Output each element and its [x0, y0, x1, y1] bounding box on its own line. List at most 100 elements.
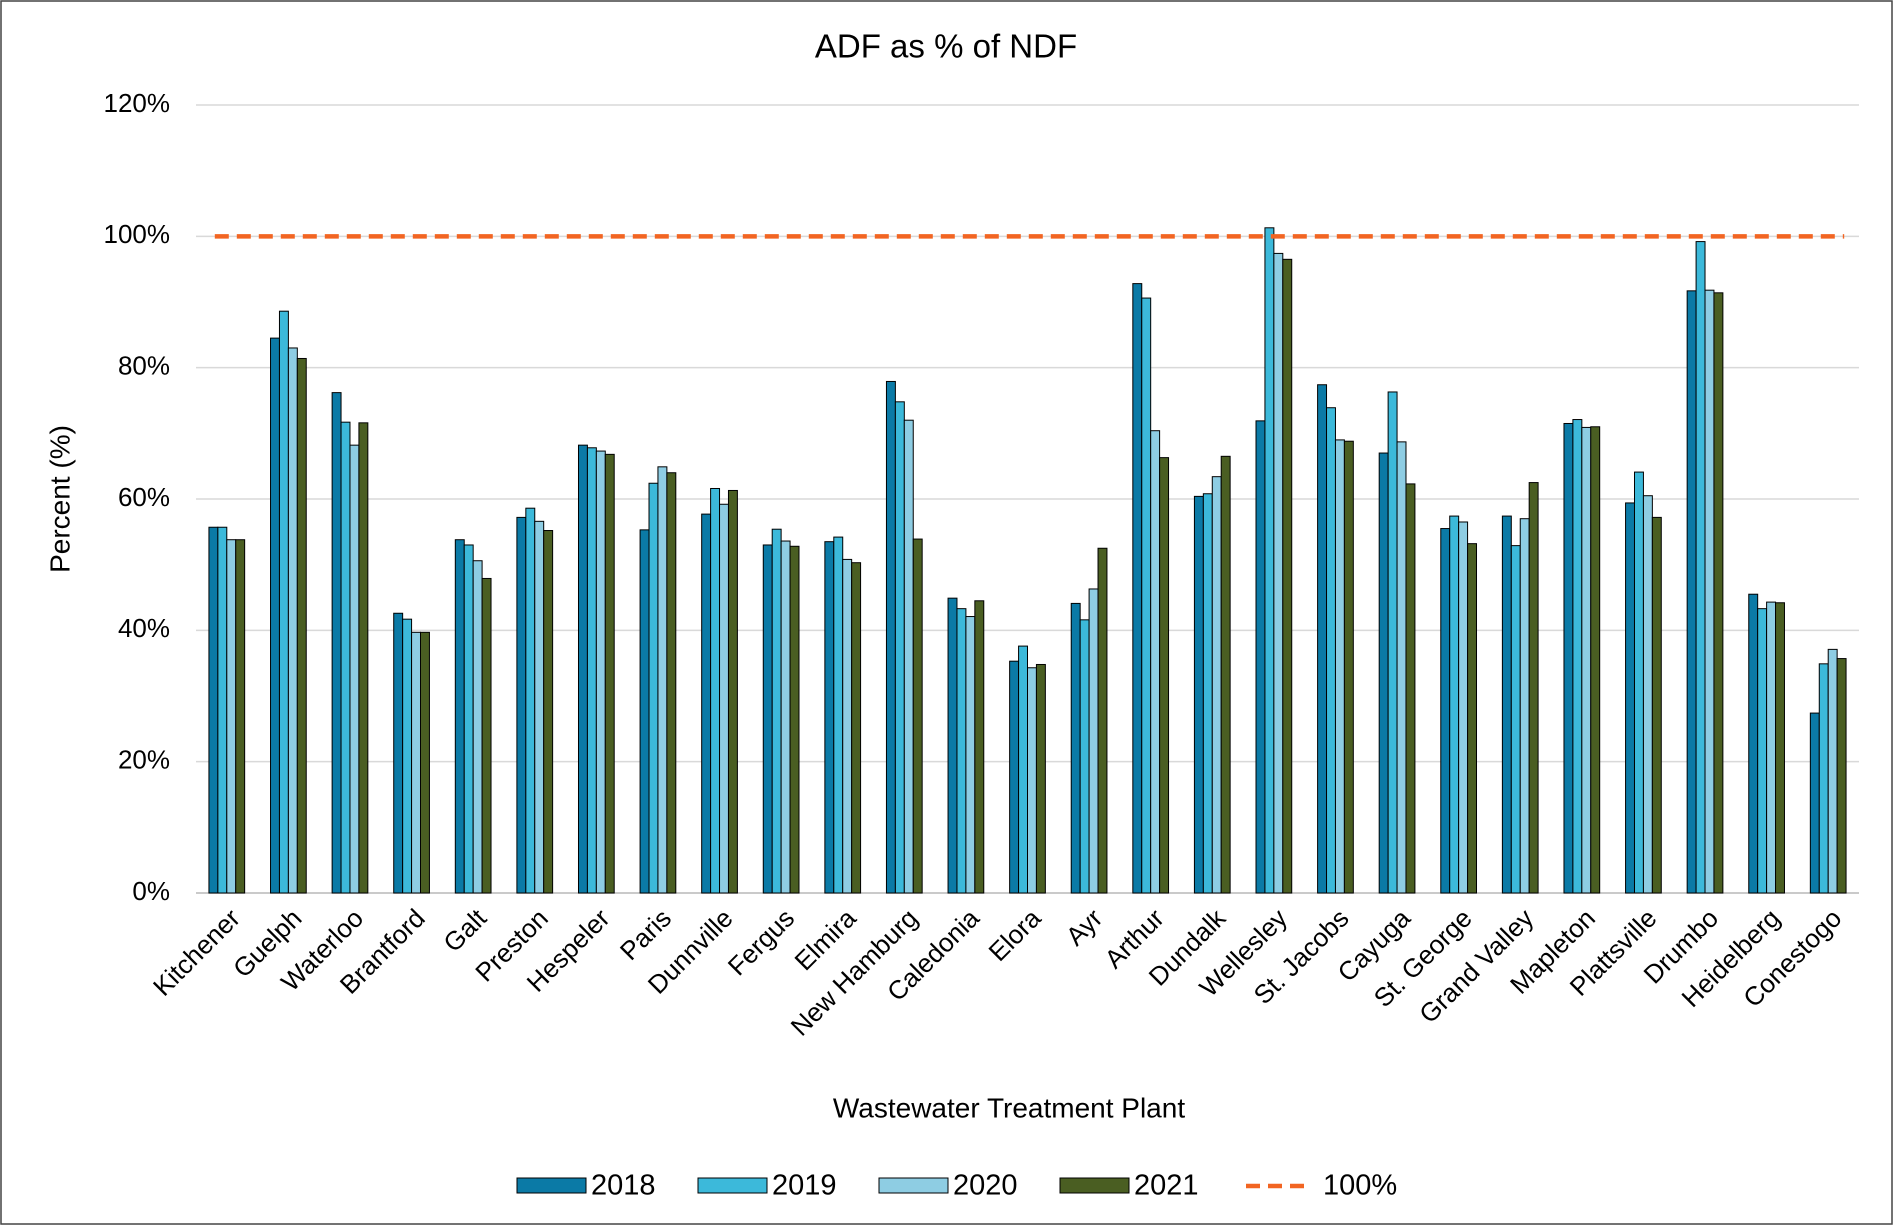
bar: [1775, 602, 1785, 894]
bar: [1378, 452, 1389, 894]
bar: [1836, 658, 1847, 894]
y-tick-label: 100%: [104, 219, 171, 249]
bar: [472, 560, 483, 894]
bar: [454, 539, 465, 894]
y-tick-label: 120%: [104, 88, 171, 118]
bar: [543, 530, 554, 894]
bar: [894, 401, 905, 894]
bar: [270, 337, 280, 894]
y-tick-label: 60%: [118, 482, 170, 512]
y-tick-label: 0%: [132, 876, 170, 906]
bar: [331, 392, 342, 894]
bar: [771, 528, 782, 894]
legend-swatch: [1059, 1177, 1130, 1194]
legend-swatch: [878, 1177, 949, 1194]
bar: [666, 472, 677, 894]
bar: [974, 600, 985, 894]
y-tick-label: 20%: [118, 745, 170, 775]
legend-swatch: [697, 1177, 768, 1194]
bar: [1387, 391, 1398, 894]
bar: [1088, 588, 1099, 894]
bar: [727, 489, 738, 894]
legend-label: 2018: [591, 1170, 656, 1202]
bar: [1467, 543, 1478, 894]
bar: [903, 419, 914, 894]
bar: [1713, 292, 1724, 894]
bar: [912, 538, 923, 894]
bar: [1009, 660, 1020, 894]
bar: [1027, 667, 1037, 894]
bar: [947, 597, 958, 894]
bar: [1159, 457, 1170, 894]
bar: [577, 444, 588, 894]
bar: [358, 422, 369, 894]
bar: [1070, 602, 1081, 894]
bar: [1449, 515, 1460, 894]
bar: [1264, 227, 1275, 894]
bar: [1572, 419, 1583, 894]
bar: [1220, 455, 1231, 894]
bar: [1748, 593, 1759, 894]
bar: [762, 544, 773, 894]
bar: [1757, 608, 1768, 894]
bar: [833, 536, 844, 894]
bar: [1458, 521, 1469, 894]
legend-label: 100%: [1323, 1170, 1397, 1202]
bar: [604, 453, 615, 894]
bar: [1343, 440, 1354, 894]
bar: [1686, 290, 1697, 894]
bar: [1818, 663, 1829, 894]
bar: [586, 447, 597, 894]
bar: [1150, 430, 1161, 894]
bar: [1440, 528, 1451, 894]
bar: [639, 529, 650, 894]
bar: [402, 618, 413, 894]
bar: [226, 539, 237, 894]
chart-title: ADF as % of NDF: [815, 28, 1077, 65]
bar: [824, 541, 835, 894]
bar: [481, 577, 492, 894]
bar: [851, 562, 862, 894]
bar: [1141, 297, 1152, 894]
bar: [1405, 483, 1416, 894]
bar: [1651, 516, 1662, 894]
bar: [1528, 482, 1539, 894]
x-axis-title: Wastewater Treatment Plant: [833, 1092, 1185, 1123]
bar: [842, 558, 853, 894]
bar: [1695, 241, 1706, 894]
bar: [710, 487, 721, 894]
bar: [1581, 426, 1592, 894]
legend-label: 2020: [953, 1170, 1018, 1202]
bar: [1326, 407, 1336, 894]
bar: [1809, 712, 1820, 894]
bar: [719, 503, 729, 894]
bar: [780, 540, 791, 894]
bar: [1563, 422, 1574, 894]
bar: [1282, 258, 1293, 894]
legend-label: 2021: [1134, 1170, 1199, 1202]
bar: [1255, 420, 1266, 894]
bar: [1193, 495, 1204, 894]
bar: [956, 608, 967, 894]
bar: [287, 347, 298, 894]
bar: [525, 507, 536, 894]
bar: [340, 421, 351, 894]
bar: [208, 526, 219, 894]
bar: [885, 380, 896, 894]
bar: [393, 612, 404, 894]
bar: [1704, 289, 1715, 894]
bar: [296, 357, 307, 894]
bar: [1625, 502, 1635, 894]
bar: [1317, 384, 1328, 894]
bar: [1079, 619, 1090, 894]
bar: [1211, 476, 1222, 894]
bar: [789, 545, 800, 894]
bar: [1035, 663, 1046, 894]
bar: [235, 539, 246, 894]
bar: [278, 310, 289, 894]
bar: [648, 482, 659, 894]
bar: [1396, 441, 1407, 894]
bar: [1510, 545, 1521, 894]
bar: [1097, 547, 1108, 894]
